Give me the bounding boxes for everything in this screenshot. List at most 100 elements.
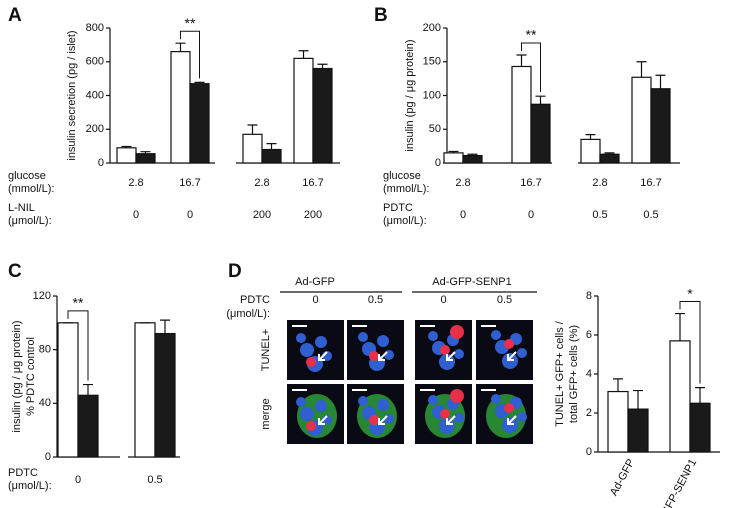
y-axis-label: % PDTC control <box>25 337 37 416</box>
tunel-signal <box>450 325 464 339</box>
y-tick-label: 8 <box>586 290 592 302</box>
nucleus <box>428 331 438 341</box>
arrow <box>318 351 328 361</box>
nucleus <box>517 348 527 358</box>
row-label: (mmol/L): <box>383 183 429 195</box>
y-tick-label: 150 <box>423 56 441 68</box>
error-bar <box>535 95 546 105</box>
significance-bracket <box>679 301 701 384</box>
tunel-signal <box>306 357 316 367</box>
y-tick-label: 50 <box>429 123 441 135</box>
x-tick-label: 0.5 <box>643 209 658 221</box>
bar <box>242 133 263 164</box>
y-tick-label: 0 <box>586 446 592 458</box>
y-tick-label: 120 <box>33 290 51 302</box>
y-tick-label: 6 <box>586 329 592 341</box>
y-axis-label: insulin (pg / μg protein) <box>404 39 416 151</box>
column-label: 0.5 <box>497 294 512 306</box>
x-tick-label: Ad-GFP-SENP1 <box>651 457 699 508</box>
y-tick-label: 40 <box>39 397 51 409</box>
arrow <box>378 415 388 425</box>
error-bar <box>613 378 623 392</box>
y-tick-label: 0 <box>45 451 51 463</box>
tunel-signal <box>369 351 379 361</box>
tunel-signal <box>504 339 514 349</box>
significance-bracket <box>180 30 200 79</box>
y-tick-label: 4 <box>586 368 592 380</box>
group-header: Ad-GFP-SENP1 <box>432 276 511 288</box>
nucleus <box>358 332 368 342</box>
significance-label: ** <box>73 295 84 311</box>
column-label: 0.5 <box>368 294 383 306</box>
significance-label: * <box>687 285 693 301</box>
nucleus <box>296 397 306 407</box>
error-bar <box>695 387 705 404</box>
x-tick-label: 16.7 <box>640 177 661 189</box>
y-tick-label: 800 <box>86 22 104 34</box>
bar <box>312 67 333 164</box>
x-tick-label: 0 <box>133 209 139 221</box>
nucleus <box>358 396 368 406</box>
y-axis-label: insulin (pg / μg protein) <box>11 320 23 432</box>
error-bar <box>675 312 685 341</box>
column-label: 0 <box>440 294 446 306</box>
error-bar <box>247 124 258 135</box>
y-tick-label: 100 <box>423 89 441 101</box>
error-bar <box>140 151 151 154</box>
tunel-signal <box>504 403 514 413</box>
bar <box>580 138 601 164</box>
bar <box>631 76 652 164</box>
arrow <box>446 415 456 425</box>
y-tick-label: 0 <box>98 157 104 169</box>
nucleus <box>296 333 306 343</box>
bar <box>627 408 649 453</box>
arrow <box>318 415 328 425</box>
row-label: PDTC <box>8 467 38 479</box>
nucleus <box>300 343 314 357</box>
bar <box>462 154 483 164</box>
error-bar <box>655 74 666 89</box>
nucleus <box>454 413 464 423</box>
nucleus <box>300 407 314 421</box>
row-label: TUNEL+ <box>260 329 272 372</box>
bar <box>134 322 156 458</box>
error-bar <box>585 134 596 140</box>
significance-bracket <box>67 310 89 381</box>
bar <box>530 103 551 164</box>
x-tick-label: 0 <box>528 209 534 221</box>
x-tick-label: 16.7 <box>520 177 541 189</box>
error-bar <box>636 61 647 78</box>
y-tick-label: 200 <box>86 123 104 135</box>
arrow <box>507 415 517 425</box>
nucleus <box>315 400 327 412</box>
x-tick-label: Ad-GFP <box>608 457 637 498</box>
y-axis-label: TUNEL+ GFP+ cells / <box>554 320 566 427</box>
nucleus <box>517 412 527 422</box>
panel-letter: C <box>8 261 22 282</box>
bar <box>293 57 314 164</box>
error-bar <box>175 42 186 52</box>
error-bar <box>633 389 643 410</box>
row-label: L-NIL <box>8 202 35 214</box>
bar <box>607 390 629 453</box>
error-bar <box>194 81 205 84</box>
y-tick-label: 80 <box>39 344 51 356</box>
x-tick-label: 200 <box>304 209 322 221</box>
nucleus <box>491 330 501 340</box>
x-tick-label: 2.8 <box>455 177 470 189</box>
bar <box>599 153 620 164</box>
nucleus <box>439 354 455 370</box>
x-tick-label: 0.5 <box>592 209 607 221</box>
row-label: glucose <box>8 170 46 182</box>
nucleus <box>491 394 501 404</box>
error-bar <box>317 63 328 69</box>
bar <box>77 394 99 458</box>
error-bar <box>160 319 170 334</box>
x-tick-label: 0.5 <box>147 474 162 486</box>
tunel-signal <box>450 389 464 403</box>
y-axis-label: insulin secretion (pg / islet) <box>66 30 78 160</box>
significance-bracket <box>521 42 541 93</box>
micrograph-images <box>287 320 533 444</box>
panel-letter: B <box>374 5 388 26</box>
row-label: (μmol/L): <box>8 480 52 492</box>
